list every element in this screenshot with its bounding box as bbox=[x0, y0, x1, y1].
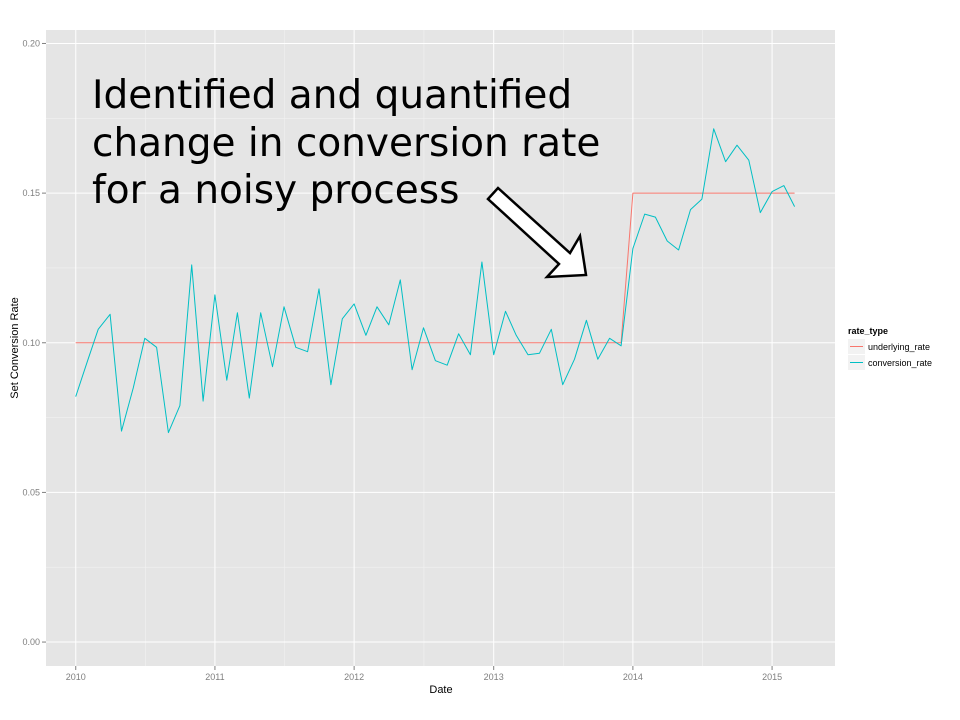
minor-grid bbox=[46, 30, 835, 666]
x-axis-ticks: 2010 2011 2012 2013 2014 2015 bbox=[66, 666, 782, 682]
legend-label-conversion-rate: conversion_rate bbox=[868, 358, 932, 368]
legend-item-underlying-rate: underlying_rate bbox=[848, 339, 930, 354]
x-axis-title: Date bbox=[429, 684, 452, 696]
y-axis-title: Set Conversion Rate bbox=[9, 297, 21, 399]
series-line-underlying-rate bbox=[75, 192, 795, 344]
y-tick-label: 0.20 bbox=[22, 38, 40, 48]
x-tick-label: 2013 bbox=[484, 672, 504, 682]
major-grid bbox=[46, 30, 835, 666]
y-tick-label: 0.10 bbox=[22, 338, 40, 348]
series-line-conversion-rate bbox=[75, 128, 796, 434]
series-layer bbox=[75, 128, 796, 434]
legend-title: rate_type bbox=[848, 326, 888, 336]
x-tick-label: 2010 bbox=[66, 672, 86, 682]
x-tick-label: 2012 bbox=[344, 672, 364, 682]
y-tick-label: 0.00 bbox=[22, 637, 40, 647]
y-axis-ticks: 0.00 0.05 0.10 0.15 0.20 bbox=[22, 38, 46, 647]
annotation-arrow bbox=[486, 186, 588, 279]
y-tick-label: 0.05 bbox=[22, 487, 40, 497]
x-tick-label: 2015 bbox=[762, 672, 782, 682]
y-tick-label: 0.15 bbox=[22, 188, 40, 198]
plot-panel bbox=[46, 30, 835, 666]
annotation-line-1: Identified and quantified bbox=[92, 73, 572, 118]
x-tick-label: 2014 bbox=[623, 672, 643, 682]
annotation-line-3: for a noisy process bbox=[92, 168, 459, 213]
legend-item-conversion-rate: conversion_rate bbox=[848, 355, 932, 370]
annotation-line-2: change in conversion rate bbox=[92, 121, 600, 166]
annotation: Identified and quantified change in conv… bbox=[92, 73, 600, 279]
legend-label-underlying-rate: underlying_rate bbox=[868, 342, 930, 352]
x-tick-label: 2011 bbox=[205, 672, 224, 682]
legend: rate_type underlying_rate conversion_rat… bbox=[848, 326, 932, 370]
